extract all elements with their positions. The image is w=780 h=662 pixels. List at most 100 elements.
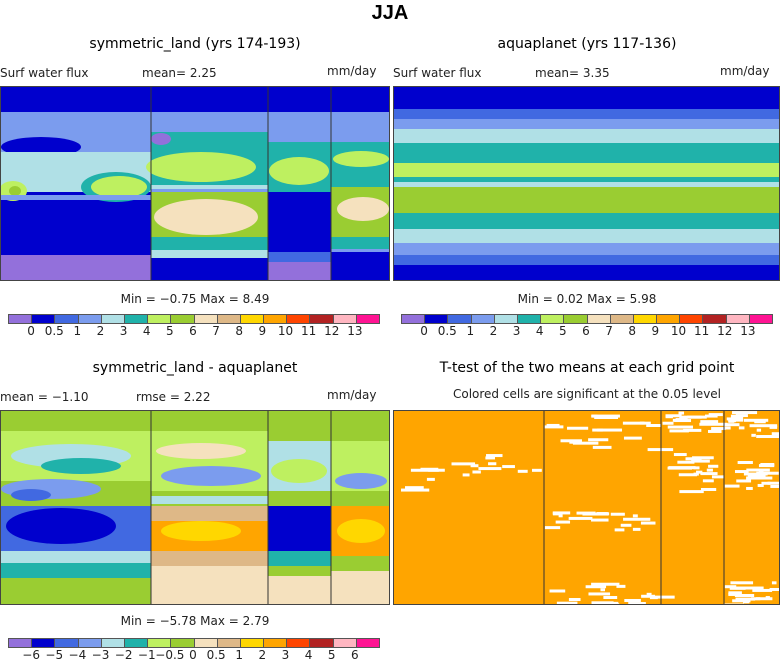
- mean-label: mean= 3.35: [535, 66, 610, 80]
- panel-subtitle: Colored cells are significant at the 0.0…: [452, 387, 722, 401]
- colorbar-tick-label: 3: [512, 324, 521, 338]
- colorbar-ticks: −6 −5 −4 −3 −2 −1 −0.5 0 0.5 1 2 3 4 5 6: [8, 648, 378, 662]
- colorbar-swatch: [587, 315, 611, 323]
- colorbar-tick-label: 8: [628, 324, 637, 338]
- contour-region: [685, 457, 702, 461]
- colorbar-ticks: 0 0.5 1 2 3 4 5 6 7 8 9 10 11 12 13: [401, 324, 771, 338]
- units-label: mm/day: [327, 64, 377, 78]
- contour-region: [747, 474, 766, 478]
- colorbar-swatch: [9, 639, 33, 647]
- colorbar-swatch: [32, 315, 56, 323]
- colorbar-swatch: [240, 315, 265, 323]
- contour-region: [544, 526, 561, 530]
- colorbar-swatch: [333, 315, 357, 323]
- map-ttest: [393, 410, 780, 605]
- contour-region: [746, 476, 773, 480]
- contour-region: [729, 586, 746, 590]
- contour-region: [743, 472, 768, 476]
- contour-region: [568, 598, 581, 602]
- contour-region: [394, 109, 779, 119]
- contour-region: [161, 466, 261, 486]
- contour-region: [746, 468, 770, 472]
- contour-region: [699, 422, 728, 426]
- colorbar-swatch: [217, 315, 241, 323]
- contour-region: [531, 468, 542, 472]
- colorbar-swatch: [148, 639, 172, 647]
- contour-region: [486, 454, 503, 458]
- contour-region: [151, 496, 268, 504]
- colorbar-tick-label: 12: [324, 324, 340, 338]
- colorbar-swatch: [310, 315, 334, 323]
- colorbar-tick-label: 7: [605, 324, 613, 338]
- contour-region: [743, 418, 769, 422]
- contour-region: [616, 584, 626, 588]
- contour-region: [472, 470, 481, 474]
- colorbar-swatch: [148, 315, 172, 323]
- contour-region: [151, 185, 268, 189]
- colorbar-swatch: [171, 639, 195, 647]
- contour-region: [592, 445, 612, 449]
- contour-region: [756, 435, 779, 439]
- contour-region: [696, 470, 703, 474]
- contour-region: [567, 426, 589, 430]
- colorbar-ticks: 0 0.5 1 2 3 4 5 6 7 8 9 10 11 12 13: [8, 324, 378, 338]
- colorbar-swatch: [310, 639, 334, 647]
- colorbar-swatch: [287, 315, 311, 323]
- contour-region: [662, 421, 674, 425]
- colorbar-tick-label: 0: [189, 648, 197, 662]
- contour-region: [677, 460, 695, 464]
- contour-region: [724, 426, 731, 430]
- contour-region: [751, 433, 756, 437]
- contour-region: [478, 467, 502, 471]
- contour-region: [268, 576, 331, 604]
- contour-region: [401, 488, 430, 492]
- contour-region: [732, 411, 758, 415]
- colorbar-tick-label: 13: [347, 324, 363, 338]
- contour-region: [678, 473, 697, 477]
- contour-region: [639, 421, 645, 425]
- colorbar-tick-label: −3: [91, 648, 110, 662]
- colorbar-swatch: [356, 639, 379, 647]
- contour-region: [488, 462, 497, 466]
- contour-region: [268, 252, 331, 262]
- colorbar-tick-label: −2: [114, 648, 133, 662]
- contour-region: [420, 467, 439, 471]
- panel-title-symmetric-land: symmetric_land (yrs 174-193): [89, 36, 301, 52]
- colorbar: [8, 638, 380, 648]
- contour-region: [6, 508, 116, 544]
- contour-region: [632, 527, 641, 531]
- contour-region: [1, 563, 151, 578]
- contour-region: [269, 157, 329, 185]
- contour-region: [597, 428, 623, 432]
- colorbar-tick-label: 6: [582, 324, 590, 338]
- contour-region: [702, 479, 714, 483]
- contour-region: [693, 472, 699, 476]
- contour-region: [1, 195, 151, 200]
- contour-region: [735, 586, 764, 590]
- contour-region: [600, 588, 606, 592]
- colorbar-swatch: [101, 315, 125, 323]
- contour-region: [708, 429, 722, 433]
- colorbar-tick-label: 13: [740, 324, 756, 338]
- colorbar-swatch: [610, 315, 634, 323]
- colorbar-swatch: [703, 315, 727, 323]
- colorbar-tick-label: 0.5: [437, 324, 457, 338]
- contour-region: [738, 426, 745, 430]
- colorbar-swatch: [287, 639, 311, 647]
- contour-region: [730, 414, 744, 418]
- colorbar-swatch: [171, 315, 195, 323]
- map-difference: [0, 410, 390, 605]
- contour-region: [737, 461, 753, 465]
- contour-region: [268, 506, 331, 551]
- contour-region: [614, 528, 625, 532]
- minmax-label: Min = −0.75 Max = 8.49: [120, 292, 270, 306]
- contour-region: [1, 551, 151, 563]
- variable-label: Surf water flux: [0, 66, 89, 80]
- colorbar-tick-label: 9: [651, 324, 660, 338]
- colorbar-swatch: [55, 315, 79, 323]
- contour-region: [724, 484, 740, 488]
- colorbar-tick-label: 4: [304, 648, 313, 662]
- contour-region: [151, 250, 268, 258]
- colorbar-swatch: [448, 315, 472, 323]
- map-aquaplanet: [393, 86, 780, 281]
